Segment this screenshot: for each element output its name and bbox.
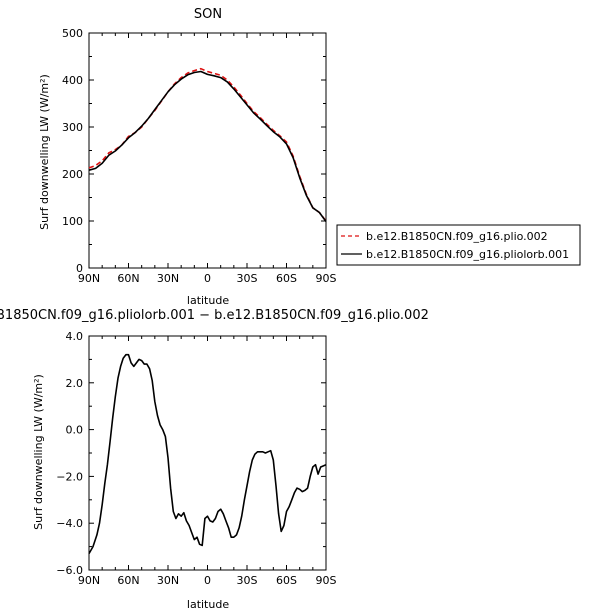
legend-box xyxy=(336,224,581,266)
bottom-x-tick-label: 30N xyxy=(157,574,179,587)
top-x-tick-label: 0 xyxy=(204,272,211,285)
bottom-x-axis-label: latitude xyxy=(187,598,229,611)
top-y-tick-label: 300 xyxy=(62,121,83,134)
top-y-tick-label: 0 xyxy=(76,262,83,275)
bottom-x-tick-label: 90S xyxy=(316,574,337,587)
legend-label-plio: b.e12.B1850CN.f09_g16.plio.002 xyxy=(366,230,548,243)
bottom-x-tick-label: 0 xyxy=(204,574,211,587)
top-x-tick-label: 60N xyxy=(117,272,139,285)
bottom-x-tick-label: 60S xyxy=(276,574,297,587)
bottom-plot-area: 90N 60N 30N 0 30S 60S 90S −6.0 −4.0 −2.0 0.0 2.0 4.0 xyxy=(56,330,336,587)
top-chart-title: SON xyxy=(194,7,222,22)
bottom-series-line-0 xyxy=(88,353,327,554)
top-x-tick-label: 30S xyxy=(237,272,258,285)
bottom-y-tick-label: −2.0 xyxy=(56,470,83,483)
top-series-line-0 xyxy=(88,67,327,222)
top-panel: SON 90N 60N 30N 0 30S 60S 90S0100200300400500 … xyxy=(38,7,337,307)
bottom-axes-frame xyxy=(88,335,327,571)
bottom-panel: B1850CN.f09_g16.pliolorb.001 − b.e12.B18… xyxy=(0,308,429,611)
bottom-y-tick-label: −6.0 xyxy=(56,564,83,577)
top-plot-area: 90N 60N 30N 0 30S 60S 90S 0 100 200 300 400 500 xyxy=(62,27,337,285)
bottom-y-axis-label: Surf downwelling LW (W/m²) xyxy=(32,374,45,530)
bottom-x-tick-label: 30S xyxy=(237,574,258,587)
legend: b.e12.B1850CN.f09_g16.plio.002 b.e12.B18… xyxy=(336,224,581,266)
bottom-x-tick-label: 60N xyxy=(117,574,139,587)
top-series-line-1 xyxy=(88,70,327,222)
bottom-y-tick-label: 0.0 xyxy=(66,424,84,437)
top-y-tick-label: 200 xyxy=(62,168,83,181)
top-x-tick-label: 60S xyxy=(276,272,297,285)
top-x-tick-label: 30N xyxy=(157,272,179,285)
top-x-tick-label: 90N xyxy=(78,272,100,285)
bottom-y-tick-label: 4.0 xyxy=(66,330,84,343)
bottom-y-tick-label: 2.0 xyxy=(66,377,84,390)
top-y-axis-label: Surf downwelling LW (W/m²) xyxy=(38,74,51,230)
legend-label-pliolorb: b.e12.B1850CN.f09_g16.pliolorb.001 xyxy=(366,248,569,261)
top-y-tick-label: 400 xyxy=(62,74,83,87)
top-y-tick-label: 500 xyxy=(62,27,83,40)
top-y-tick-label: 100 xyxy=(62,215,83,228)
bottom-x-tick-label: 90N xyxy=(78,574,100,587)
bottom-chart-title: B1850CN.f09_g16.pliolorb.001 − b.e12.B18… xyxy=(0,308,429,323)
bottom-y-tick-label: −4.0 xyxy=(56,517,83,530)
top-x-axis-label: latitude xyxy=(187,294,229,307)
top-x-tick-label: 90S xyxy=(316,272,337,285)
